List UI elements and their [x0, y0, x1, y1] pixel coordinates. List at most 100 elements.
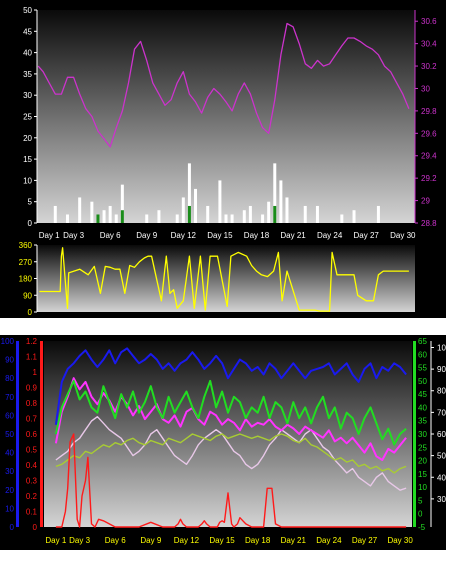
rain-bar: [187, 163, 191, 223]
red-axis-tick-label: 0.4: [26, 461, 38, 470]
blue-axis-tick-label: 10: [5, 504, 14, 513]
rain-bar: [248, 205, 252, 223]
x-tick-label: Day 9: [140, 536, 161, 545]
y-right-tick-label: 29.4: [421, 152, 437, 161]
y-left-tick-label: 35: [23, 70, 32, 79]
x-tick-label: Day 6: [105, 536, 126, 545]
rain-bar: [96, 214, 100, 223]
x-tick-label: Day 9: [136, 231, 157, 240]
y-left-tick-label: 45: [23, 27, 32, 36]
rain-bar: [230, 214, 234, 223]
red-axis-tick-label: 0.9: [26, 384, 38, 393]
blue-axis-tick-label: 90: [5, 356, 14, 365]
y-left-tick-label: 25: [23, 113, 32, 122]
red-axis-tick-label: 0.7: [26, 415, 38, 424]
y-left-tick-label: 270: [19, 258, 33, 267]
green-series-line: [54, 379, 407, 446]
pressure-line: [37, 22, 410, 148]
rain-bar: [102, 210, 106, 223]
y-left-tick-label: 50: [23, 6, 32, 15]
grey-axis-tick-label: 90: [437, 365, 446, 374]
red-axis-tick-label: 1.2: [26, 337, 38, 346]
y-left-tick-label: 0: [28, 219, 33, 228]
rain-bar: [120, 184, 124, 223]
y-right-tick-label: 30: [421, 84, 430, 93]
x-tick-label: Day 24: [317, 231, 343, 240]
x-tick-label: Day 3: [63, 231, 84, 240]
rain-bar: [181, 197, 185, 223]
red-axis-tick-label: 0.3: [26, 477, 38, 486]
rain-bar: [273, 163, 277, 223]
rain-bar: [187, 205, 191, 223]
rain-bar: [218, 180, 222, 223]
grey-axis-tick-label: 80: [437, 387, 446, 396]
blue-series-line: [54, 347, 407, 425]
blue-axis-tick-label: 40: [5, 449, 14, 458]
green-axis-tick-label: 45: [418, 390, 427, 399]
rain-bar: [194, 188, 198, 223]
rain-bar: [90, 201, 94, 223]
red-axis-tick-label: 1.1: [26, 353, 38, 362]
y-left-tick-label: 90: [23, 291, 32, 300]
rain-bar: [206, 205, 210, 223]
y-right-tick-label: 28.8: [421, 219, 437, 228]
blue-axis-tick-label: 60: [5, 411, 14, 420]
grey-axis-tick-label: 40: [437, 473, 446, 482]
y-left-tick-label: 0: [28, 308, 33, 317]
blue-axis-bar: [16, 341, 19, 527]
y-left-tick-label: 10: [23, 176, 32, 185]
grey-axis-tick-label: 60: [437, 430, 446, 439]
red-axis-tick-label: 0.6: [26, 430, 38, 439]
y-right-tick-label: 29.2: [421, 174, 437, 183]
grey-axis-tick-label: 70: [437, 408, 446, 417]
blue-axis-tick-label: 20: [5, 486, 14, 495]
grey-axis-tick-label: 50: [437, 452, 446, 461]
green-axis-tick-label: 15: [418, 470, 427, 479]
wind-direction-chart: 0 90 180 270 360: [0, 240, 446, 318]
green-axis-tick-label: 0: [418, 510, 423, 519]
y-right-tick-label: 30.4: [421, 40, 437, 49]
x-tick-label: Day 1: [45, 536, 66, 545]
red-axis-bar: [40, 341, 43, 527]
red-axis-tick-label: 0.1: [26, 508, 38, 517]
x-tick-label: Day 27: [352, 536, 378, 545]
x-tick-label: Day 12: [174, 536, 200, 545]
y-left-tick-label: 40: [23, 49, 32, 58]
blue-axis-tick-label: 50: [5, 430, 14, 439]
y-right-tick-label: 29.8: [421, 107, 437, 116]
y-left-tick-label: 20: [23, 134, 32, 143]
y-left-tick-label: 30: [23, 91, 32, 100]
blue-axis-tick-label: 70: [5, 393, 14, 402]
rain-bar: [114, 214, 118, 223]
rain-bar: [267, 201, 271, 223]
y-left-tick-label: 5: [28, 198, 33, 207]
rain-bar: [242, 210, 246, 223]
y-right-tick-label: 29.6: [421, 129, 437, 138]
y-left-tick-label: 15: [23, 155, 32, 164]
red-axis-tick-label: 0.2: [26, 492, 38, 501]
lightpink-series-line: [55, 415, 407, 491]
rain-bar: [285, 197, 289, 223]
y-left-tick-label: 360: [19, 241, 33, 250]
x-tick-label: Day 15: [207, 231, 233, 240]
x-tick-label: Day 21: [281, 536, 307, 545]
rain-bar: [78, 197, 82, 223]
red-axis-tick-label: 0.8: [26, 399, 38, 408]
y-right-tick-label: 30.6: [421, 17, 437, 26]
x-tick-label: Day 12: [171, 231, 197, 240]
plot-area: [37, 10, 415, 223]
rain-bar: [279, 180, 283, 223]
rain-bar: [145, 214, 149, 223]
pressure-rain-chart: 0 5 10 15 20 25 30 35 40 45 50 28.8 29 29.2 29.4 29.6 29…: [0, 0, 446, 240]
y-right-tick-label: 29: [421, 197, 430, 206]
rain-bar: [315, 205, 319, 223]
rain-bar: [65, 214, 69, 223]
rain-bar: [108, 205, 112, 223]
plot-area: [44, 341, 412, 527]
x-tick-label: Day 27: [354, 231, 380, 240]
x-tick-label: Day 15: [209, 536, 235, 545]
red-axis-tick-label: 1: [33, 368, 38, 377]
green-axis-tick-label: 60: [418, 350, 427, 359]
green-axis-tick-label: 10: [418, 483, 427, 492]
green-axis-tick-label: 50: [418, 377, 427, 386]
